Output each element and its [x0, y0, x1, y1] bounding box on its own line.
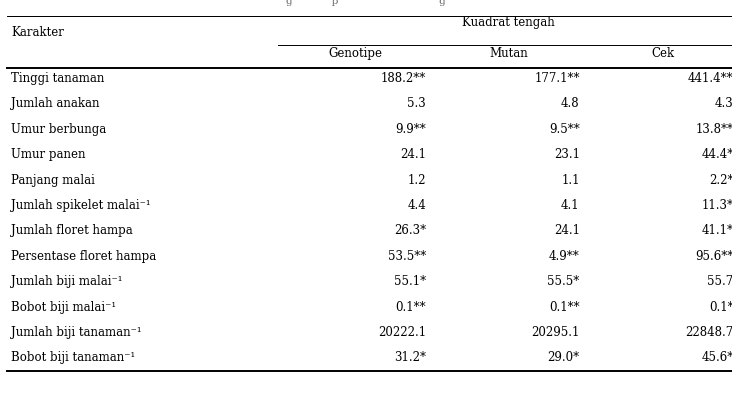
Text: Umur berbunga: Umur berbunga — [11, 123, 106, 136]
Text: 53.5**: 53.5** — [388, 250, 426, 263]
Text: 45.6*: 45.6* — [701, 352, 732, 364]
Text: Jumlah biji tanaman⁻¹: Jumlah biji tanaman⁻¹ — [11, 326, 141, 339]
Text: 95.6**: 95.6** — [695, 250, 732, 263]
Text: Jumlah floret hampa: Jumlah floret hampa — [11, 224, 132, 238]
Text: 31.2*: 31.2* — [394, 352, 426, 364]
Text: Jumlah anakan: Jumlah anakan — [11, 98, 100, 110]
Text: Mutan: Mutan — [490, 47, 528, 60]
Text: Cek: Cek — [651, 47, 674, 60]
Text: 23.1: 23.1 — [553, 148, 580, 161]
Text: Kuadrat tengah: Kuadrat tengah — [463, 16, 555, 30]
Text: Jumlah spikelet malai⁻¹: Jumlah spikelet malai⁻¹ — [11, 199, 151, 212]
Text: Bobot biji tanaman⁻¹: Bobot biji tanaman⁻¹ — [11, 352, 135, 364]
Text: Genotipe: Genotipe — [328, 47, 382, 60]
Text: Tinggi tanaman: Tinggi tanaman — [11, 72, 105, 85]
Text: 4.8: 4.8 — [561, 98, 580, 110]
Text: 11.3*: 11.3* — [701, 199, 732, 212]
Text: 13.8**: 13.8** — [695, 123, 732, 136]
Text: 26.3*: 26.3* — [394, 224, 426, 238]
Text: 20222.1: 20222.1 — [378, 326, 426, 339]
Text: Bobot biji malai⁻¹: Bobot biji malai⁻¹ — [11, 301, 116, 314]
Text: 4.4: 4.4 — [407, 199, 426, 212]
Text: 44.4*: 44.4* — [701, 148, 732, 161]
Text: 41.1*: 41.1* — [701, 224, 732, 238]
Text: 24.1: 24.1 — [400, 148, 426, 161]
Text: Jumlah biji malai⁻¹: Jumlah biji malai⁻¹ — [11, 275, 122, 288]
Text: 1.2: 1.2 — [408, 174, 426, 186]
Text: 5.3: 5.3 — [407, 98, 426, 110]
Text: 9.9**: 9.9** — [395, 123, 426, 136]
Text: 441.4**: 441.4** — [688, 72, 732, 85]
Text: 4.3: 4.3 — [714, 98, 732, 110]
Text: 55.7: 55.7 — [707, 275, 732, 288]
Text: 1.1: 1.1 — [561, 174, 580, 186]
Text: Persentase floret hampa: Persentase floret hampa — [11, 250, 156, 263]
Text: 188.2**: 188.2** — [381, 72, 426, 85]
Text: Karakter: Karakter — [11, 26, 64, 40]
Text: g            p                               g: g p g — [286, 0, 446, 6]
Text: 55.5*: 55.5* — [548, 275, 580, 288]
Text: 29.0*: 29.0* — [548, 352, 580, 364]
Text: Panjang malai: Panjang malai — [11, 174, 95, 186]
Text: 0.1**: 0.1** — [395, 301, 426, 314]
Text: 2.2*: 2.2* — [709, 174, 732, 186]
Text: 4.9**: 4.9** — [549, 250, 580, 263]
Text: 4.1: 4.1 — [561, 199, 580, 212]
Text: 177.1**: 177.1** — [534, 72, 580, 85]
Text: Umur panen: Umur panen — [11, 148, 86, 161]
Text: 9.5**: 9.5** — [549, 123, 580, 136]
Text: 0.1**: 0.1** — [549, 301, 580, 314]
Text: 55.1*: 55.1* — [394, 275, 426, 288]
Text: 22848.7: 22848.7 — [685, 326, 732, 339]
Text: 24.1: 24.1 — [553, 224, 580, 238]
Text: 20295.1: 20295.1 — [531, 326, 580, 339]
Text: 0.1*: 0.1* — [709, 301, 732, 314]
